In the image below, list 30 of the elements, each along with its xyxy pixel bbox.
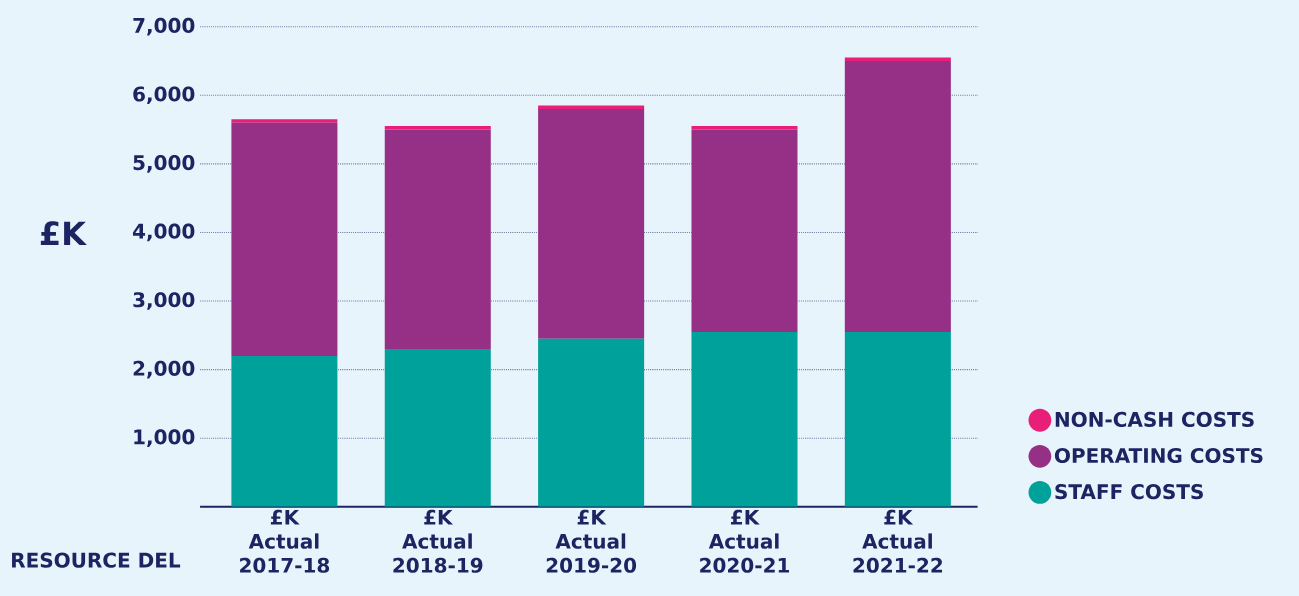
bar <box>538 108 645 339</box>
x-tick-label: £K Actual 2020-21 <box>700 509 790 573</box>
legend-label: STAFF COSTS <box>1055 483 1203 500</box>
bar <box>691 331 798 507</box>
y-tick-label: 5,000 <box>133 154 195 173</box>
x-tick-label: £K Actual 2021-22 <box>853 509 943 573</box>
bar <box>844 60 951 332</box>
x-axis-title: RESOURCE DEL <box>12 552 181 568</box>
x-tick-label: £K Actual 2019-20 <box>546 509 637 573</box>
bar <box>231 119 338 123</box>
bar <box>691 129 798 332</box>
x-tick-label: £K Actual 2018-19 <box>393 509 483 573</box>
bar <box>231 122 338 356</box>
bar <box>844 331 951 507</box>
y-tick-label: 3,000 <box>133 292 195 310</box>
y-tick-label: 1,000 <box>134 429 195 447</box>
y-tick-label: 6,000 <box>133 86 195 105</box>
bar <box>384 126 491 130</box>
bar <box>384 348 491 507</box>
bar <box>691 126 798 130</box>
x-tick-label: £K Actual 2017-18 <box>240 509 330 573</box>
y-axis-title: £K <box>40 221 87 245</box>
legend-label: NON-CASH COSTS <box>1055 411 1254 427</box>
y-tick-label: 7,000 <box>133 17 195 36</box>
y-tick-label: 2,000 <box>133 360 195 379</box>
bar <box>231 355 338 507</box>
bar <box>384 129 491 349</box>
y-tick-label: 4,000 <box>132 223 195 242</box>
bar <box>538 338 645 507</box>
legend-label: OPERATING COSTS <box>1054 447 1263 464</box>
